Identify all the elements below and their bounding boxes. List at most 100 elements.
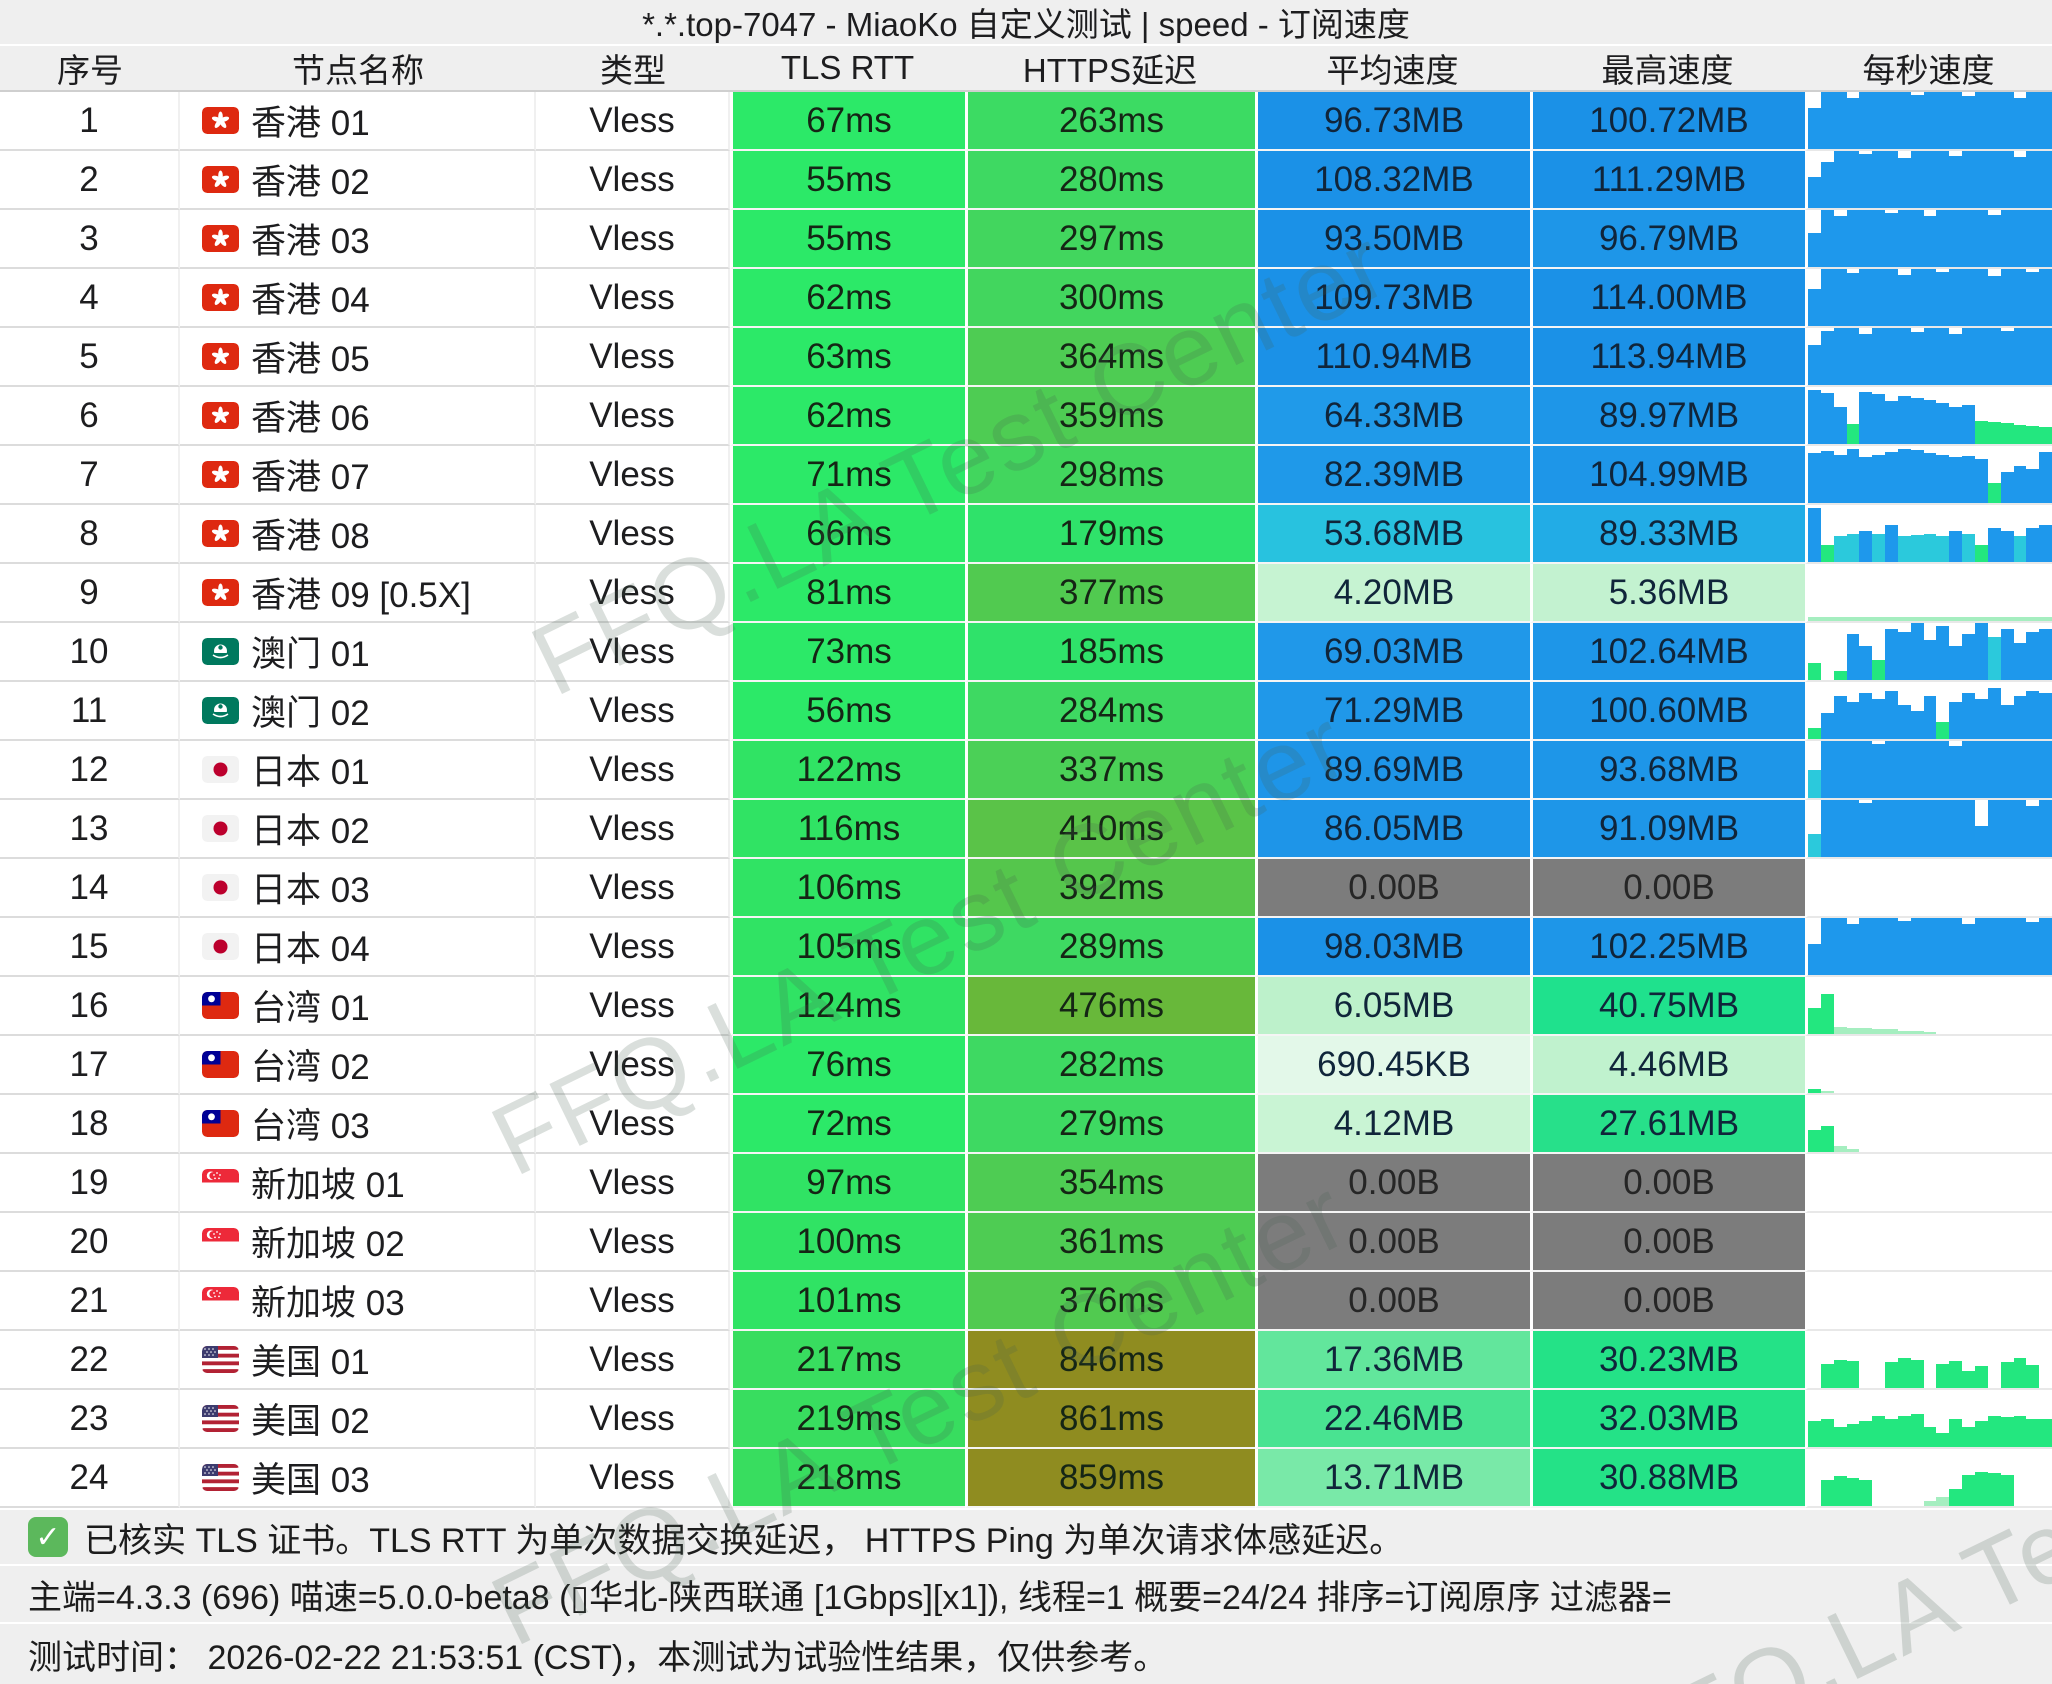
table-row: 17 台湾 02 Vless 76ms 282ms 690.45KB 4.46MB xyxy=(0,1036,2052,1095)
speed-chart xyxy=(1805,859,2052,918)
avg-speed: 64.33MB xyxy=(1255,387,1530,446)
max-speed: 89.33MB xyxy=(1530,505,1805,564)
footer: ✓ 已核实 TLS 证书。TLS RTT 为单次数据交换延迟， HTTPS Pi… xyxy=(0,1508,2052,1684)
tls-rtt: 116ms xyxy=(730,800,965,859)
flag-hk-icon xyxy=(202,461,251,488)
tls-rtt: 63ms xyxy=(730,328,965,387)
max-speed: 114.00MB xyxy=(1530,269,1805,328)
table-row: 1 香港 01 Vless 67ms 263ms 96.73MB 100.72MB xyxy=(0,92,2052,151)
table-header: 序号 节点名称 类型 TLS RTT HTTPS延迟 平均速度 最高速度 每秒速度 xyxy=(0,46,2052,92)
avg-speed: 89.69MB xyxy=(1255,741,1530,800)
flag-tw-icon xyxy=(202,992,251,1019)
node-name: 香港 08 xyxy=(251,517,370,556)
flag-hk-icon xyxy=(202,579,251,606)
flag-tw-icon xyxy=(202,1051,251,1078)
avg-speed: 0.00B xyxy=(1255,1154,1530,1213)
https-latency: 859ms xyxy=(965,1449,1255,1508)
avg-speed: 0.00B xyxy=(1255,859,1530,918)
row-index: 13 xyxy=(0,800,180,859)
avg-speed: 96.73MB xyxy=(1255,92,1530,151)
speed-chart-bars xyxy=(1808,918,2052,975)
max-speed: 30.23MB xyxy=(1530,1331,1805,1390)
flag-mo-icon xyxy=(202,638,251,665)
node-name-cell: 香港 06 xyxy=(180,387,536,446)
row-index: 8 xyxy=(0,505,180,564)
max-speed: 4.46MB xyxy=(1530,1036,1805,1095)
avg-speed: 93.50MB xyxy=(1255,210,1530,269)
table-row: 16 台湾 01 Vless 124ms 476ms 6.05MB 40.75MB xyxy=(0,977,2052,1036)
speed-chart xyxy=(1805,1331,2052,1390)
node-name: 美国 01 xyxy=(251,1343,370,1382)
column-header-1: 节点名称 xyxy=(292,52,424,89)
node-name-cell: 新加坡 02 xyxy=(180,1213,536,1272)
flag-tw-icon xyxy=(202,1110,251,1137)
node-name: 台湾 03 xyxy=(251,1107,370,1146)
flag-us-icon xyxy=(202,1346,251,1373)
avg-speed: 82.39MB xyxy=(1255,446,1530,505)
node-type: Vless xyxy=(536,1213,730,1272)
table-row: 20 新加坡 02 Vless 100ms 361ms 0.00B 0.00B xyxy=(0,1213,2052,1272)
speed-chart xyxy=(1805,1272,2052,1331)
speed-chart-bars xyxy=(1808,1331,2052,1388)
node-name: 香港 07 xyxy=(251,458,370,497)
row-index: 11 xyxy=(0,682,180,741)
node-type: Vless xyxy=(536,1095,730,1154)
avg-speed: 109.73MB xyxy=(1255,269,1530,328)
speed-chart xyxy=(1805,1036,2052,1095)
node-name-cell: 美国 03 xyxy=(180,1449,536,1508)
table-row: 18 台湾 03 Vless 72ms 279ms 4.12MB 27.61MB xyxy=(0,1095,2052,1154)
node-name: 台湾 01 xyxy=(251,989,370,1028)
speed-chart xyxy=(1805,977,2052,1036)
row-index: 3 xyxy=(0,210,180,269)
node-name: 日本 02 xyxy=(251,812,370,851)
tls-rtt: 73ms xyxy=(730,623,965,682)
flag-us-icon xyxy=(202,1464,251,1491)
node-type: Vless xyxy=(536,1036,730,1095)
table-row: 13 日本 02 Vless 116ms 410ms 86.05MB 91.09MB xyxy=(0,800,2052,859)
table-row: 11 澳门 02 Vless 56ms 284ms 71.29MB 100.60MB xyxy=(0,682,2052,741)
footer-time-line: 测试时间： 2026-02-22 21:53:51 (CST)，本测试为试验性结… xyxy=(0,1622,2052,1684)
avg-speed: 4.20MB xyxy=(1255,564,1530,623)
avg-speed: 110.94MB xyxy=(1255,328,1530,387)
node-type: Vless xyxy=(536,741,730,800)
max-speed: 32.03MB xyxy=(1530,1390,1805,1449)
row-index: 2 xyxy=(0,151,180,210)
node-type: Vless xyxy=(536,564,730,623)
tls-rtt: 56ms xyxy=(730,682,965,741)
speed-chart xyxy=(1805,505,2052,564)
tls-rtt: 72ms xyxy=(730,1095,965,1154)
https-latency: 392ms xyxy=(965,859,1255,918)
speed-chart xyxy=(1805,1449,2052,1508)
node-type: Vless xyxy=(536,269,730,328)
node-type: Vless xyxy=(536,859,730,918)
speed-chart xyxy=(1805,328,2052,387)
node-name: 澳门 01 xyxy=(251,635,370,674)
node-type: Vless xyxy=(536,682,730,741)
node-name-cell: 台湾 01 xyxy=(180,977,536,1036)
node-name-cell: 香港 02 xyxy=(180,151,536,210)
https-latency: 846ms xyxy=(965,1331,1255,1390)
speed-chart-bars xyxy=(1808,800,2052,857)
speed-chart-bars xyxy=(1808,741,2052,798)
row-index: 24 xyxy=(0,1449,180,1508)
speed-chart-bars xyxy=(1808,92,2052,149)
max-speed: 96.79MB xyxy=(1530,210,1805,269)
speed-chart xyxy=(1805,682,2052,741)
max-speed: 0.00B xyxy=(1530,859,1805,918)
speed-chart xyxy=(1805,1390,2052,1449)
https-latency: 297ms xyxy=(965,210,1255,269)
https-latency: 284ms xyxy=(965,682,1255,741)
max-speed: 0.00B xyxy=(1530,1154,1805,1213)
node-name-cell: 澳门 01 xyxy=(180,623,536,682)
https-latency: 298ms xyxy=(965,446,1255,505)
speed-chart-bars xyxy=(1808,623,2052,680)
avg-speed: 98.03MB xyxy=(1255,918,1530,977)
tls-rtt: 55ms xyxy=(730,151,965,210)
node-name-cell: 香港 08 xyxy=(180,505,536,564)
flag-hk-icon xyxy=(202,402,251,429)
node-type: Vless xyxy=(536,800,730,859)
tls-rtt: 124ms xyxy=(730,977,965,1036)
max-speed: 102.25MB xyxy=(1530,918,1805,977)
node-name-cell: 新加坡 01 xyxy=(180,1154,536,1213)
